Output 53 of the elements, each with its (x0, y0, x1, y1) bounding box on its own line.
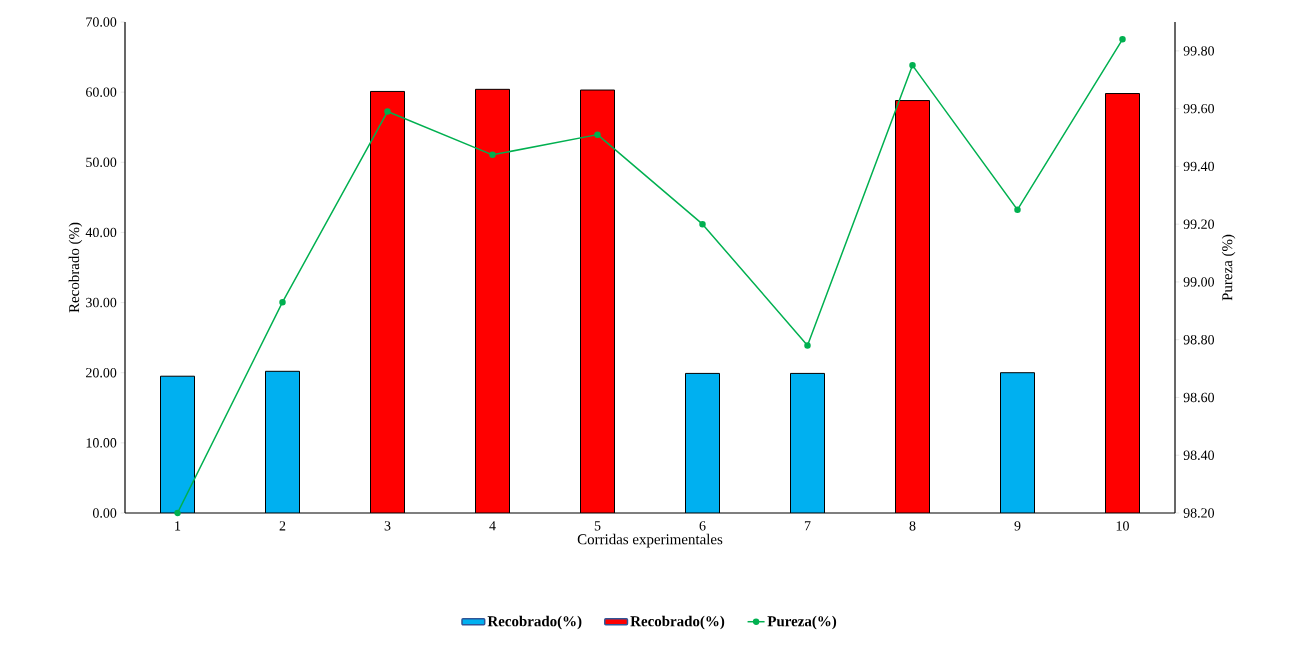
x-tick-label: 9 (1014, 521, 1021, 531)
y-tick-label: 70.00 (86, 17, 117, 27)
point (804, 342, 811, 349)
y2-tick-label: 98.60 (1183, 392, 1215, 403)
point (909, 62, 916, 69)
legend-label: Pureza(%) (767, 615, 837, 630)
y2-tick-label: 98.80 (1183, 334, 1215, 345)
bar (895, 100, 930, 513)
x-tick-label: 7 (804, 521, 811, 531)
x-tick-label: 10 (1116, 521, 1129, 531)
y-tick-label: 30.00 (86, 297, 117, 308)
y2-tick-label: 99.40 (1183, 161, 1215, 172)
point (594, 131, 601, 138)
y2-axis-title: Pureza (%) (1221, 234, 1236, 301)
point (174, 509, 181, 517)
y2-tick-label: 99.60 (1183, 103, 1215, 114)
point (699, 220, 706, 228)
x-tick-label: 2 (279, 521, 286, 531)
point (1119, 36, 1126, 43)
x-tick-label: 8 (909, 521, 916, 531)
point (489, 151, 496, 159)
x-tick-label: 3 (384, 521, 391, 531)
bar (160, 376, 195, 513)
y-tick-label: 60.00 (86, 87, 117, 97)
y-tick-label: 20.00 (86, 367, 117, 378)
y-tick-label: 40.00 (85, 227, 117, 238)
y-tick-label: 10.00 (86, 438, 117, 448)
point (279, 298, 286, 306)
bar (580, 90, 615, 513)
point (384, 108, 391, 115)
x-tick-label: 1 (175, 521, 181, 531)
y2-tick-label: 98.40 (1183, 450, 1215, 460)
bar (685, 373, 720, 513)
y-tick-label: 50.00 (86, 157, 117, 168)
y-tick-label: 0.00 (92, 508, 117, 518)
legend-label: Recobrado(%) (630, 615, 725, 630)
y-axis-title: Recobrado (%) (68, 222, 83, 313)
y2-tick-label: 99.00 (1183, 277, 1215, 287)
x-axis-title: Corridas experimentales (577, 533, 723, 548)
bar (790, 373, 825, 513)
y2-tick-label: 98.20 (1183, 508, 1215, 518)
bar (370, 91, 405, 513)
x-tick-label: 5 (594, 521, 601, 531)
x-tick-label: 6 (699, 521, 706, 531)
point (1014, 206, 1021, 213)
legend-label: Recobrado(%) (487, 615, 582, 630)
y2-tick-label: 99.20 (1183, 219, 1215, 229)
bar (1105, 93, 1140, 513)
bar (265, 371, 300, 513)
y2-tick-label: 99.80 (1183, 46, 1215, 56)
bar (1000, 372, 1035, 513)
x-tick-label: 4 (489, 521, 496, 531)
bar (475, 89, 510, 513)
